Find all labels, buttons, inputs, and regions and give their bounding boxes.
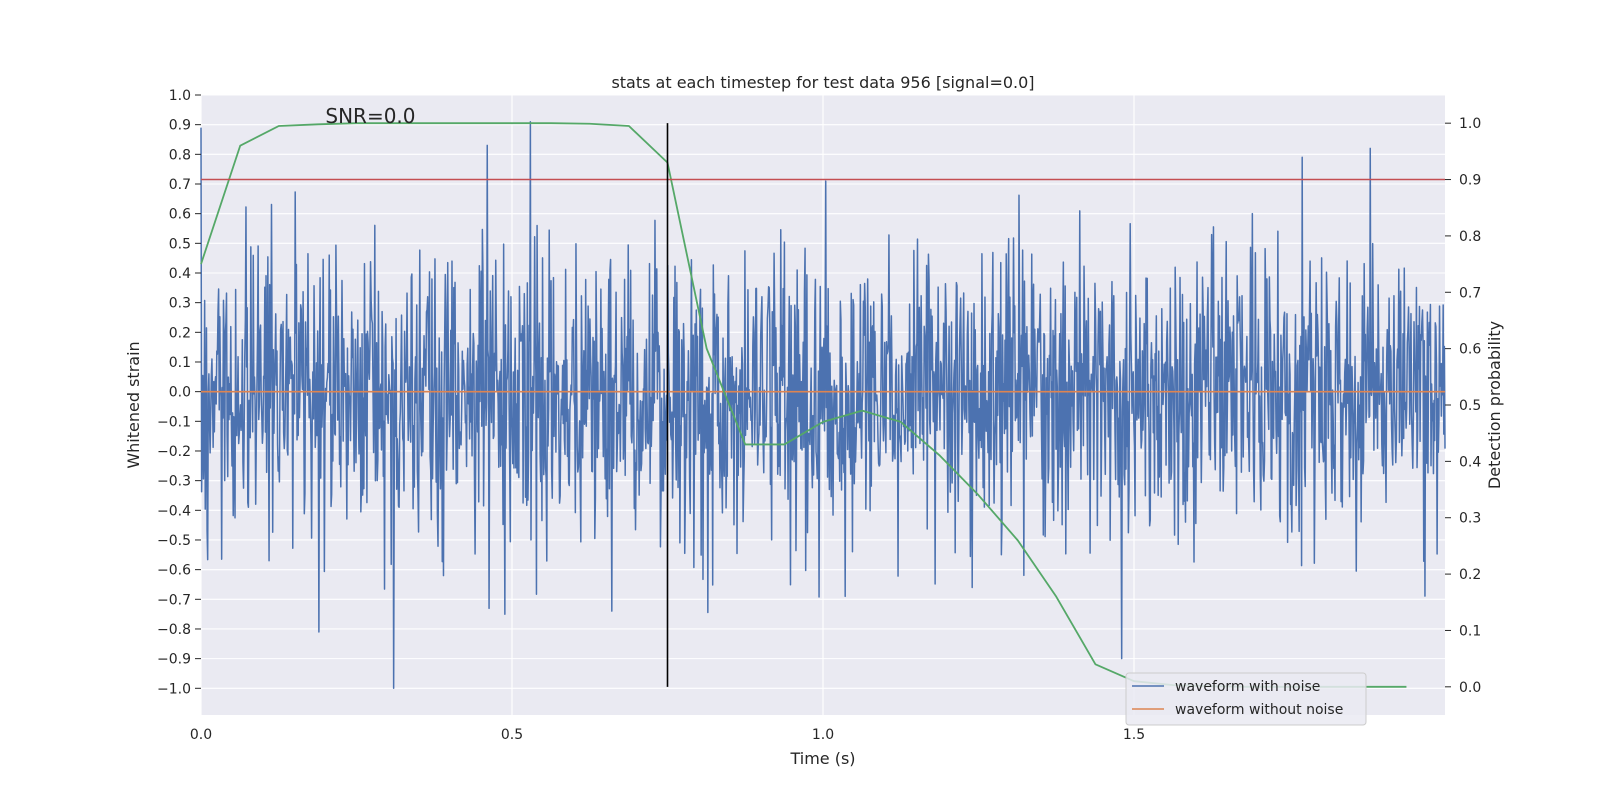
y-right-tick-label: 0.8 <box>1459 229 1481 245</box>
y-right-tick-label: 0.2 <box>1459 567 1481 583</box>
y-tick-label: −0.9 <box>157 652 191 668</box>
y-axis-ticks-right: 1.0 0.9 0.8 0.7 0.6 0.5 0.4 0.3 0.2 0.1 0.0 <box>1445 116 1481 696</box>
y-tick-label: −0.5 <box>157 533 191 549</box>
y-tick-label: −0.3 <box>157 474 191 490</box>
chart-title: stats at each timestep for test data 956… <box>611 73 1034 92</box>
y-tick-label: 0.8 <box>169 147 191 163</box>
x-tick-label: 0.0 <box>190 727 212 743</box>
y-tick-label: −0.1 <box>157 414 191 430</box>
y-right-tick-label: 0.3 <box>1459 511 1481 527</box>
y-right-tick-label: 0.9 <box>1459 173 1481 189</box>
y-right-tick-label: 0.0 <box>1459 680 1481 696</box>
reference-lines <box>201 123 1445 687</box>
x-axis-label: Time (s) <box>789 749 855 768</box>
y-tick-label: 0.7 <box>169 177 191 193</box>
y-axis-ticks-left: 1.0 0.9 0.8 0.7 0.6 0.5 0.4 0.3 0.2 0.1 0.0 −0.1 −0.… <box>157 88 201 697</box>
y-tick-label: 0.2 <box>169 325 191 341</box>
y-tick-label: 1.0 <box>169 88 191 104</box>
y-tick-label: 0.1 <box>169 355 191 371</box>
y-tick-label: −0.6 <box>157 563 191 579</box>
legend: waveform with noise waveform without noi… <box>1125 672 1367 726</box>
y-tick-label: −1.0 <box>157 681 191 697</box>
snr-annotation: SNR=0.0 <box>325 104 415 128</box>
x-tick-label: 1.5 <box>1123 727 1145 743</box>
y-tick-label: −0.7 <box>157 592 191 608</box>
y-axis-label: Whitened strain <box>124 341 143 468</box>
legend-label-waveform-with-noise: waveform with noise <box>1175 679 1320 695</box>
y-tick-label: 0.3 <box>169 296 191 312</box>
y-tick-label: 0.0 <box>169 385 191 401</box>
y-right-tick-label: 0.7 <box>1459 285 1481 301</box>
y-right-tick-label: 1.0 <box>1459 116 1481 132</box>
y-right-tick-label: 0.1 <box>1459 623 1481 639</box>
legend-box <box>1125 672 1367 726</box>
y-right-tick-label: 0.6 <box>1459 342 1481 358</box>
x-axis-ticks: 0.0 0.5 1.0 1.5 <box>190 727 1145 743</box>
y-tick-label: −0.8 <box>157 622 191 638</box>
y-tick-label: 0.4 <box>169 266 191 282</box>
y-right-tick-label: 0.5 <box>1459 398 1481 414</box>
y-tick-label: 0.6 <box>169 207 191 223</box>
y-tick-label: −0.4 <box>157 503 191 519</box>
x-tick-label: 0.5 <box>501 727 523 743</box>
y-axis-label-right: Detection probability <box>1485 321 1504 489</box>
legend-label-waveform-without-noise: waveform without noise <box>1175 702 1343 718</box>
x-tick-label: 1.0 <box>812 727 834 743</box>
y-tick-label: 0.5 <box>169 236 191 252</box>
y-right-tick-label: 0.4 <box>1459 454 1481 470</box>
y-tick-label: −0.2 <box>157 444 191 460</box>
y-tick-label: 0.9 <box>169 118 191 134</box>
